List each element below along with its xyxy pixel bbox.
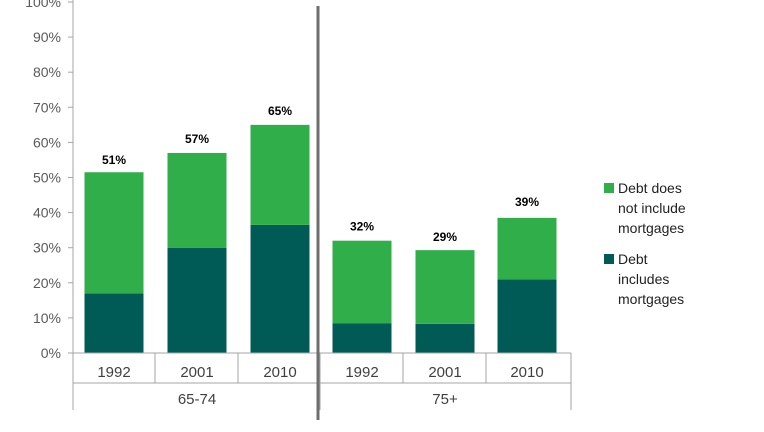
bar-segment-no-mortgages	[250, 124, 310, 225]
y-axis: 0% 10% 20% 30% 40% 50% 60% 70% 80% 90% 100%	[25, 0, 74, 361]
legend-line: mortgages	[618, 220, 685, 236]
bar-segment-includes-mortgages	[332, 323, 392, 353]
x-tick-label: 2010	[510, 364, 543, 381]
x-axis: 1992 2001 2010 1992 2001 2010 65-74 75+	[72, 352, 572, 410]
x-tick-label: 2010	[263, 364, 296, 381]
bar-segment-includes-mortgages	[167, 247, 227, 353]
data-label-total: 51%	[102, 153, 126, 167]
y-tick-label: 10%	[33, 310, 61, 326]
y-tick-label: 40%	[33, 205, 61, 221]
bar-segment-no-mortgages	[332, 240, 392, 324]
y-tick-label: 30%	[33, 240, 61, 256]
y-tick-label: 0%	[41, 345, 61, 361]
x-group-label: 75+	[432, 391, 458, 408]
data-label-total: 57%	[185, 132, 209, 146]
bar-segment-includes-mortgages	[415, 323, 475, 353]
legend-line: Debt	[618, 251, 648, 267]
legend-line: mortgages	[618, 291, 685, 307]
y-tick-label: 70%	[33, 99, 61, 115]
y-tick-label: 50%	[33, 170, 61, 186]
y-tick-label: 100%	[25, 0, 61, 10]
bars: 51% 57% 65% 32% 29% 39%	[84, 104, 557, 353]
x-tick-label: 1992	[97, 364, 130, 381]
x-tick-label: 2001	[180, 364, 213, 381]
data-label-total: 32%	[350, 220, 374, 234]
bar-segment-no-mortgages	[497, 217, 557, 280]
y-tick-label: 90%	[33, 29, 61, 45]
legend-label-no-mortgage: Debt does not include mortgages	[618, 178, 738, 238]
x-tick-label: 1992	[345, 364, 378, 381]
data-label-total: 39%	[515, 195, 539, 209]
y-tick-label: 80%	[33, 64, 61, 80]
data-label-total: 65%	[268, 104, 292, 118]
legend-label-mortgage: Debt includes mortgages	[618, 249, 738, 309]
bar-segment-includes-mortgages	[84, 293, 144, 353]
legend-line: not include	[618, 200, 686, 216]
bar-segment-no-mortgages	[167, 152, 227, 248]
legend-swatch-no-mortgage	[604, 183, 614, 193]
legend-line: Debt does	[618, 180, 682, 196]
bar-segment-no-mortgages	[84, 172, 144, 294]
y-tick-label: 20%	[33, 275, 61, 291]
x-group-label: 65-74	[178, 391, 216, 408]
legend-swatch-mortgage	[604, 254, 614, 264]
y-tick-label: 60%	[33, 134, 61, 150]
bar-segment-includes-mortgages	[497, 279, 557, 353]
data-label-total: 29%	[433, 230, 457, 244]
bar-segment-includes-mortgages	[250, 224, 310, 353]
legend-line: includes	[618, 271, 670, 287]
bar-segment-no-mortgages	[415, 250, 475, 324]
x-tick-label: 2001	[428, 364, 461, 381]
